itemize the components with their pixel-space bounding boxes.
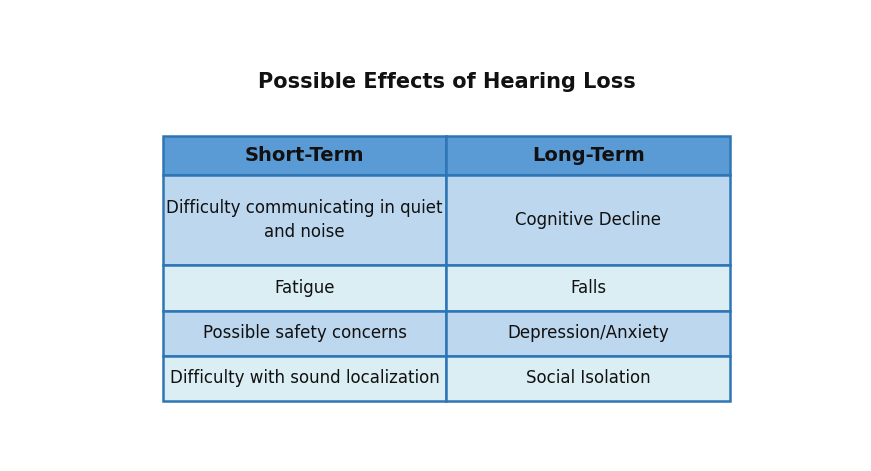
Bar <box>446 175 730 265</box>
Text: Falls: Falls <box>571 279 606 297</box>
Text: Difficulty communicating in quiet
and noise: Difficulty communicating in quiet and no… <box>166 199 442 241</box>
Text: Possible safety concerns: Possible safety concerns <box>203 324 407 342</box>
Bar <box>446 356 730 401</box>
Text: Difficulty with sound localization: Difficulty with sound localization <box>170 369 440 388</box>
Text: Depression/Anxiety: Depression/Anxiety <box>507 324 669 342</box>
Text: Possible Effects of Hearing Loss: Possible Effects of Hearing Loss <box>258 72 635 92</box>
Bar <box>163 356 446 401</box>
Bar <box>163 310 446 356</box>
Text: Long-Term: Long-Term <box>532 146 645 165</box>
Text: Fatigue: Fatigue <box>274 279 334 297</box>
Bar <box>163 175 446 265</box>
Text: Short-Term: Short-Term <box>245 146 364 165</box>
Text: Cognitive Decline: Cognitive Decline <box>515 211 661 229</box>
Bar <box>446 265 730 310</box>
Bar <box>446 310 730 356</box>
Text: Social Isolation: Social Isolation <box>526 369 651 388</box>
Bar <box>163 136 446 175</box>
Bar <box>163 265 446 310</box>
Bar <box>446 136 730 175</box>
